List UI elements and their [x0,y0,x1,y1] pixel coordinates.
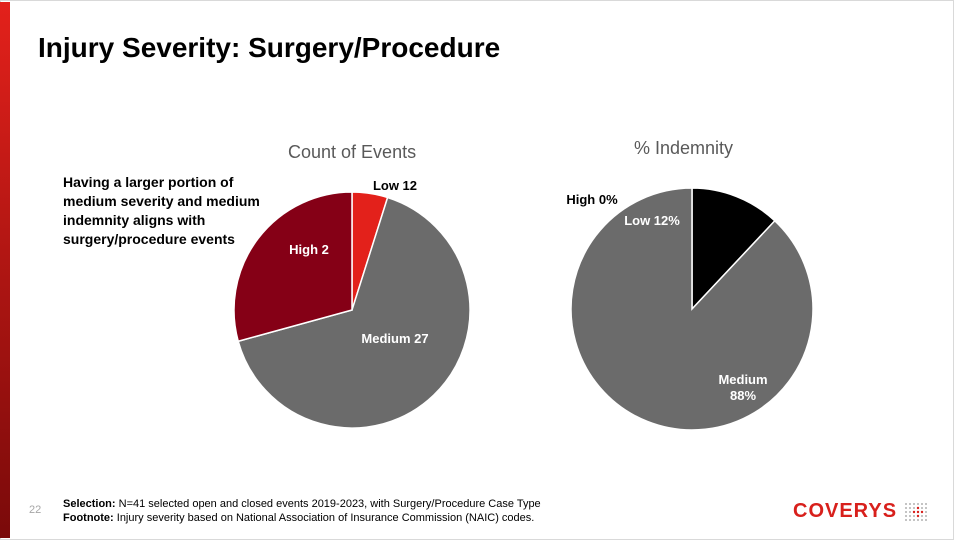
selection-label: Selection: [63,498,116,510]
pie-slice-low [691,187,776,311]
callout-text: Having a larger portion of medium severi… [63,174,260,247]
footnote-label: Footnote: [63,512,114,524]
footer: Selection: N=41 selected open and closed… [63,497,541,525]
pie-slice-high [233,191,353,343]
slice-label-high: High 0% [566,192,618,207]
pie-chart-count: Low 12 Medium 27 High 2 [233,180,471,429]
slide-title: Injury Severity: Surgery/Procedure [38,32,501,63]
footnote-text: Injury severity based on National Associ… [113,512,535,524]
pie-slice-medium [237,196,471,429]
pie-slice-medium [570,187,814,431]
slice-label-low: Low 12 [373,180,417,193]
coverys-logo: COVERYS [793,500,898,522]
logo-dots-icon [905,503,927,521]
slice-label-medium: Medium 88% [718,372,767,403]
chart-title-count: Count of Events [288,142,417,162]
accent-bar [0,2,10,538]
pie-chart-indemnity: High 0% Low 12% Medium 88% [566,187,814,431]
page-number: 22 [29,504,42,516]
slice-label-low: Low 12% [624,213,680,228]
slice-label-high: High 2 [289,242,329,257]
chart-title-indemnity: % Indemnity [634,138,734,158]
slice-label-medium: Medium 27 [361,331,428,346]
selection-text: N=41 selected open and closed events 201… [115,498,541,510]
